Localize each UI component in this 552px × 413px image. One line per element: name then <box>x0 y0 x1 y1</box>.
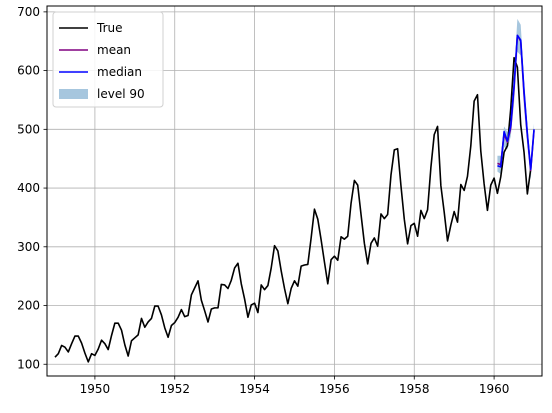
x-tick-label: 1958 <box>399 382 430 396</box>
y-tick-label: 700 <box>17 5 40 19</box>
x-tick-label: 1956 <box>319 382 350 396</box>
series-line-median <box>497 34 535 171</box>
y-tick-label: 300 <box>17 240 40 254</box>
x-tick-label: 1960 <box>479 382 510 396</box>
y-tick-label: 500 <box>17 122 40 136</box>
legend-box <box>52 11 164 108</box>
legend-swatch <box>59 89 88 99</box>
legend-label: level 90 <box>97 87 145 101</box>
series-layer <box>54 34 535 363</box>
plot-frame <box>46 5 543 377</box>
x-tick-label: 1950 <box>80 382 111 396</box>
y-tick-label: 600 <box>17 64 40 78</box>
legend-label: mean <box>97 43 131 57</box>
legend: True mean median level 90 <box>52 11 164 108</box>
legend-label: median <box>97 65 142 79</box>
grid-lines <box>47 6 542 376</box>
series-line-true <box>54 56 532 363</box>
x-tick-label: 1952 <box>159 382 190 396</box>
x-tick-label: 1954 <box>239 382 270 396</box>
legend-label: True <box>96 21 123 35</box>
y-tick-label: 200 <box>17 299 40 313</box>
x-axis: 1950 1952 1954 1956 1958 1960 <box>80 376 510 396</box>
y-tick-label: 100 <box>17 357 40 371</box>
y-axis: 100 200 300 400 500 600 700 <box>17 5 47 371</box>
y-tick-label: 400 <box>17 181 40 195</box>
